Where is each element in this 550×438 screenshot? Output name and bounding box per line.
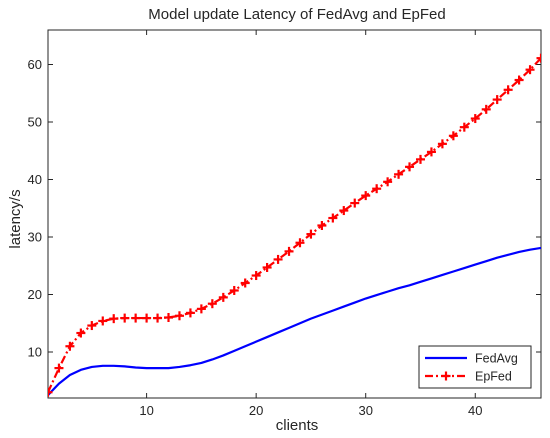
data-point-epfed [218, 292, 228, 302]
x-tick-label: 10 [139, 403, 153, 418]
data-point-epfed [262, 262, 272, 272]
data-point-epfed [196, 304, 206, 314]
data-point-epfed [448, 131, 458, 141]
series-line-epfed [48, 57, 541, 393]
data-point-epfed [185, 308, 195, 318]
data-point-epfed [109, 314, 119, 324]
data-point-epfed [251, 271, 261, 281]
data-point-epfed [120, 313, 130, 323]
data-point-epfed [142, 313, 152, 323]
x-tick-label: 20 [249, 403, 263, 418]
data-point-epfed [361, 191, 371, 201]
x-tick-label: 40 [468, 403, 482, 418]
y-tick-label: 50 [28, 115, 42, 130]
data-point-epfed [76, 328, 86, 338]
data-point-epfed [207, 299, 217, 309]
data-point-epfed [372, 184, 382, 194]
legend-box [418, 345, 532, 389]
legend-label-epfed: EpFed [475, 370, 512, 384]
data-point-epfed [87, 321, 97, 331]
data-point-epfed [426, 147, 436, 157]
data-point-epfed [54, 363, 64, 373]
data-point-epfed [525, 65, 535, 75]
data-point-epfed [481, 104, 491, 114]
x-axis-label: clients [276, 417, 319, 434]
data-point-epfed [273, 254, 283, 264]
data-point-epfed [48, 387, 53, 397]
data-point-epfed [459, 122, 469, 132]
data-point-epfed [536, 53, 541, 63]
data-point-epfed [405, 162, 415, 172]
data-point-epfed [317, 221, 327, 230]
data-point-epfed [383, 177, 393, 187]
data-point-epfed [65, 341, 75, 351]
data-point-epfed [394, 169, 404, 179]
legend: FedAvg EpFed [418, 345, 532, 389]
y-tick-label: 10 [28, 345, 42, 360]
data-point-epfed [437, 139, 447, 149]
data-point-epfed [295, 238, 305, 248]
series-line-fedavg [48, 246, 541, 396]
data-point-epfed [350, 198, 360, 208]
y-tick-label: 20 [28, 287, 42, 302]
data-point-epfed [339, 206, 349, 216]
data-point-epfed [98, 316, 108, 326]
data-point-epfed [153, 313, 163, 323]
legend-label-fedavg: FedAvg [475, 352, 518, 366]
data-point-epfed [492, 95, 502, 105]
x-tick-label: 30 [358, 403, 372, 418]
data-point-epfed [131, 313, 141, 323]
data-point-epfed [284, 246, 294, 256]
series-fedavg [48, 246, 541, 396]
data-point-epfed [164, 313, 174, 322]
data-point-epfed [503, 85, 513, 95]
series-epfed [48, 53, 541, 397]
data-point-epfed [415, 154, 425, 164]
plot-area: 10 20 30 40 10 20 30 40 50 60 [28, 29, 542, 418]
axes-box [47, 29, 542, 399]
y-axis-label: latency/s [7, 189, 24, 248]
data-point-epfed [240, 278, 250, 288]
data-point-epfed [514, 75, 524, 85]
chart-title: Model update Latency of FedAvg and EpFed [148, 6, 445, 23]
data-point-epfed [229, 285, 239, 295]
y-tick-label: 60 [28, 57, 42, 72]
data-point-epfed [174, 311, 184, 321]
y-tick-label: 40 [28, 172, 42, 187]
data-point-epfed [470, 114, 480, 124]
data-point-epfed [328, 213, 338, 223]
data-point-epfed [306, 229, 316, 239]
y-tick-label: 30 [28, 230, 42, 245]
